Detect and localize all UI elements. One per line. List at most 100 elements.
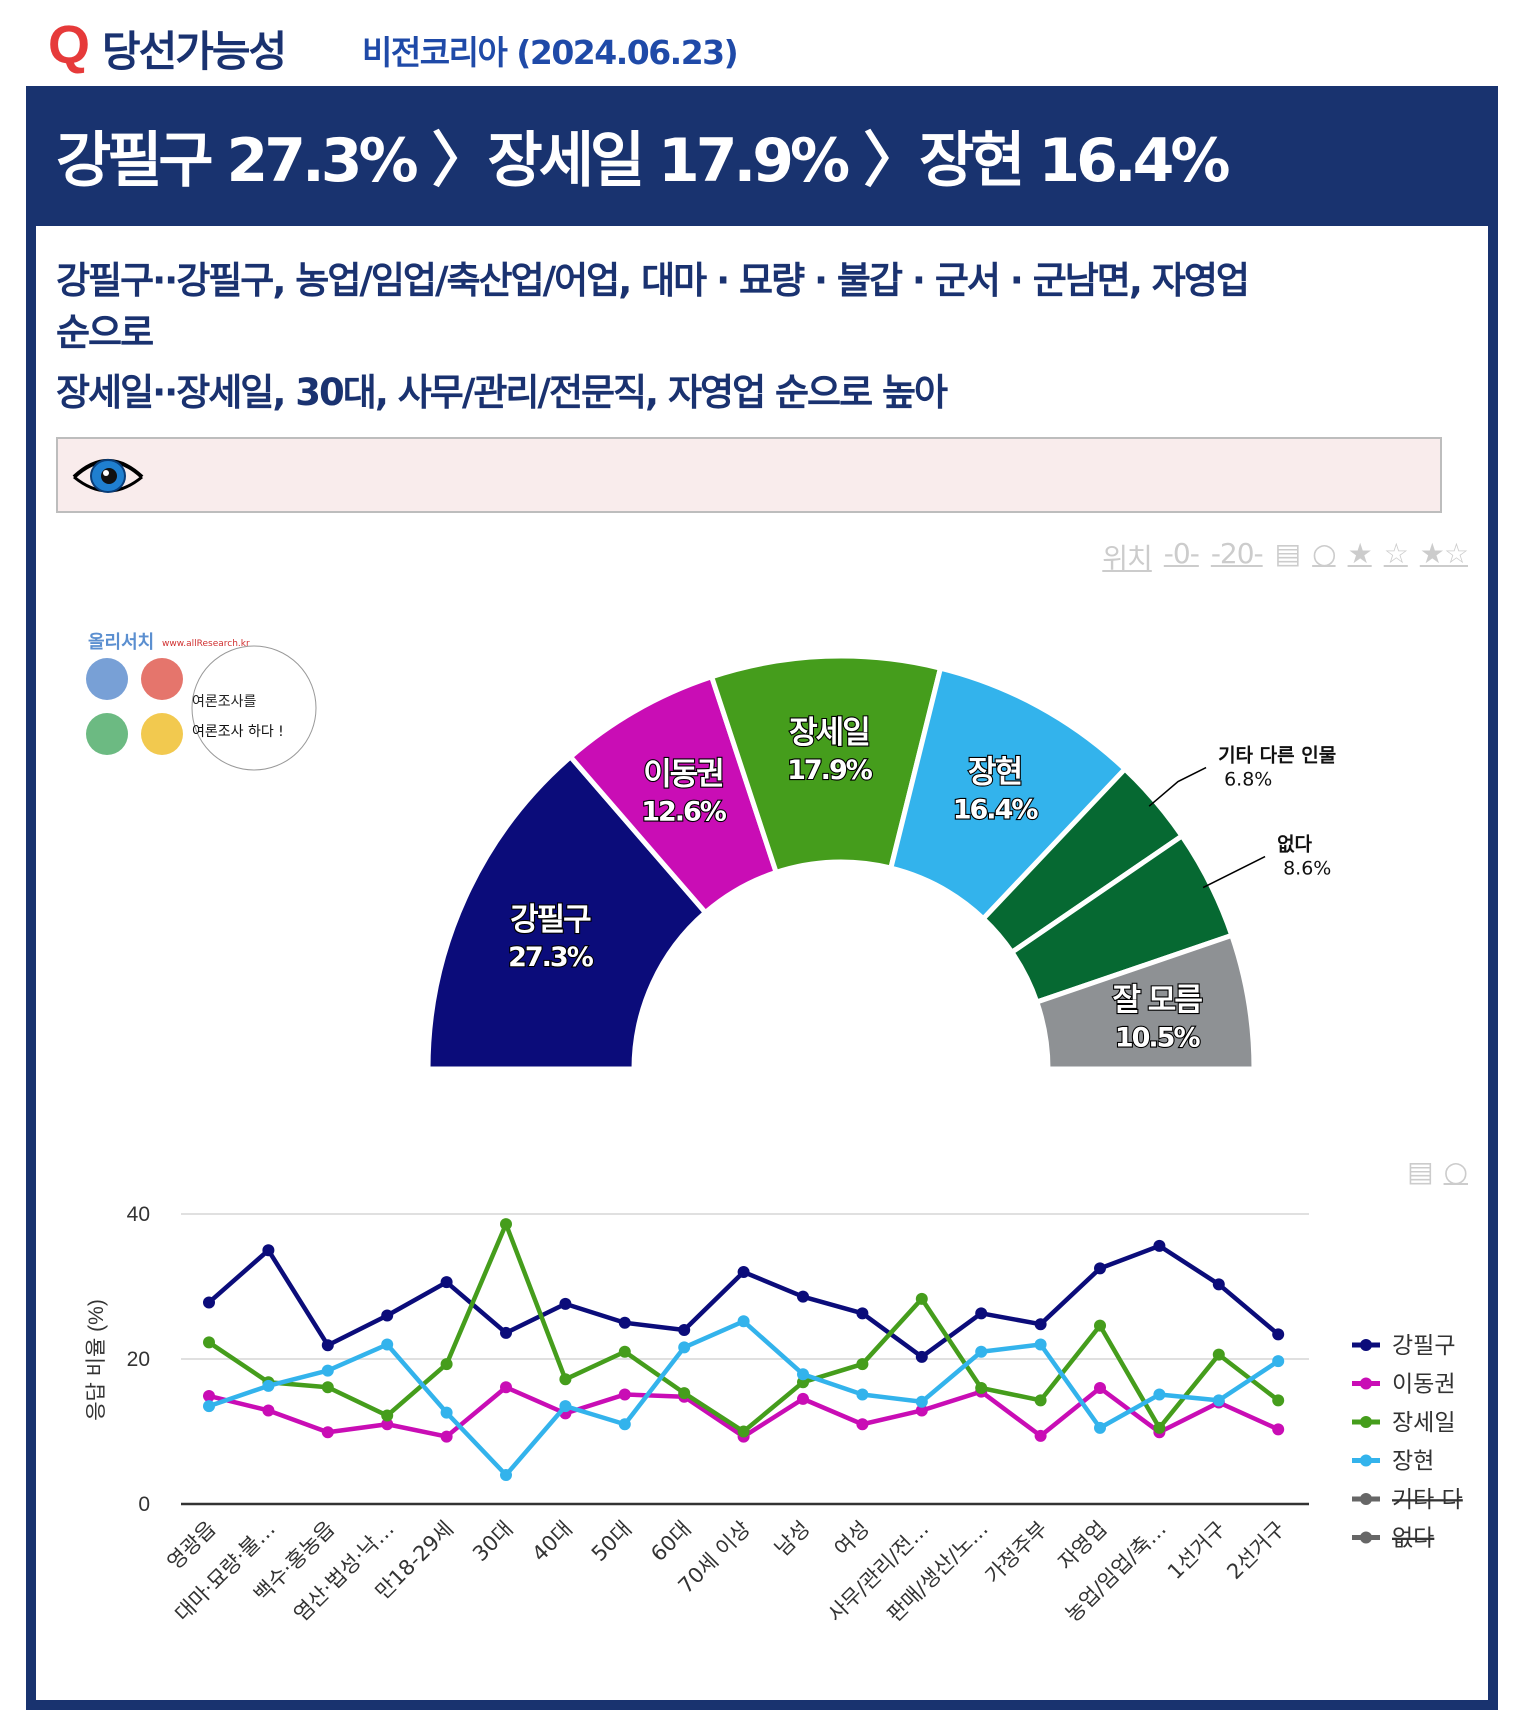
table-icon[interactable]: ▤ — [1274, 537, 1301, 570]
slice-value: 27.3% — [508, 942, 594, 973]
slice-label: 강필구 — [510, 902, 591, 938]
data-point[interactable] — [440, 1276, 453, 1289]
data-point[interactable] — [737, 1425, 750, 1438]
search-icon[interactable]: ○ — [1443, 1155, 1468, 1188]
data-point[interactable] — [856, 1307, 869, 1320]
legend-item-장세일[interactable]: 장세일 — [1352, 1410, 1455, 1436]
search-icon[interactable]: ○ — [1312, 537, 1336, 570]
data-point[interactable] — [262, 1404, 275, 1417]
data-point[interactable] — [1094, 1382, 1106, 1394]
data-point[interactable] — [618, 1418, 631, 1431]
y-axis-label: 응답 비율 (%) — [85, 1299, 108, 1421]
data-point[interactable] — [1272, 1423, 1285, 1436]
data-point[interactable] — [1034, 1338, 1047, 1351]
data-point[interactable] — [1212, 1278, 1225, 1291]
data-point[interactable] — [915, 1395, 928, 1408]
data-point[interactable] — [381, 1409, 394, 1422]
data-point[interactable] — [1094, 1262, 1106, 1275]
legend-item-장현[interactable]: 장현 — [1352, 1449, 1434, 1475]
legend-item-없다[interactable]: 없다 — [1352, 1526, 1434, 1552]
data-point[interactable] — [797, 1368, 809, 1381]
legend-marker — [1360, 1493, 1372, 1505]
data-point[interactable] — [203, 1296, 215, 1309]
data-point[interactable] — [1034, 1429, 1047, 1442]
data-point[interactable] — [975, 1382, 988, 1394]
data-point[interactable] — [321, 1364, 334, 1377]
data-point[interactable] — [737, 1315, 750, 1328]
legend-item-이동권[interactable]: 이동권 — [1352, 1372, 1455, 1398]
slice-잘 모름[interactable] — [1034, 932, 1257, 1072]
star-icon[interactable]: ★ — [1347, 537, 1373, 570]
data-point[interactable] — [1212, 1394, 1225, 1407]
data-point[interactable] — [618, 1388, 631, 1401]
data-point[interactable] — [1034, 1318, 1047, 1331]
data-point[interactable] — [618, 1345, 631, 1358]
data-point[interactable] — [203, 1336, 215, 1349]
data-point[interactable] — [559, 1297, 572, 1310]
data-point[interactable] — [559, 1400, 572, 1413]
x-tick-label: 남성 — [770, 1517, 814, 1561]
data-point[interactable] — [1153, 1421, 1166, 1434]
data-point[interactable] — [500, 1469, 512, 1481]
comment-box[interactable] — [56, 437, 1442, 513]
data-point[interactable] — [975, 1307, 988, 1320]
legend-marker — [1360, 1416, 1372, 1428]
logo-dot — [141, 658, 183, 700]
star-half-icon[interactable]: ★☆ — [1419, 537, 1469, 570]
leader-line — [1202, 855, 1266, 889]
data-point[interactable] — [737, 1266, 750, 1278]
data-point[interactable] — [856, 1388, 869, 1401]
star-outline-icon[interactable]: ☆ — [1383, 537, 1409, 570]
eye-icon[interactable] — [70, 449, 146, 501]
legend-marker — [1360, 1339, 1372, 1351]
data-point[interactable] — [915, 1350, 928, 1363]
data-point[interactable] — [500, 1381, 512, 1394]
table-icon[interactable]: ▤ — [1407, 1155, 1434, 1188]
legend-label: 강필구 — [1392, 1333, 1455, 1359]
data-point[interactable] — [1153, 1388, 1166, 1401]
data-point[interactable] — [1272, 1355, 1285, 1368]
data-point[interactable] — [975, 1345, 988, 1358]
data-point[interactable] — [203, 1389, 215, 1402]
data-point[interactable] — [440, 1430, 453, 1443]
data-point[interactable] — [915, 1292, 928, 1305]
data-point[interactable] — [381, 1418, 394, 1431]
data-point[interactable] — [1153, 1239, 1166, 1252]
data-point[interactable] — [678, 1341, 691, 1354]
data-point[interactable] — [321, 1339, 334, 1352]
data-point[interactable] — [1212, 1348, 1225, 1361]
data-point[interactable] — [440, 1358, 453, 1371]
data-point[interactable] — [1034, 1394, 1047, 1407]
data-point[interactable] — [321, 1426, 334, 1439]
data-point[interactable] — [500, 1218, 512, 1231]
data-point[interactable] — [262, 1244, 275, 1257]
data-point[interactable] — [381, 1309, 394, 1322]
slice-value: 12.6% — [641, 797, 727, 828]
x-tick-label: 영광읍 — [163, 1517, 221, 1575]
data-point[interactable] — [1272, 1394, 1285, 1407]
data-point[interactable] — [1094, 1421, 1106, 1434]
twenty-link[interactable]: -20- — [1210, 537, 1264, 570]
data-point[interactable] — [797, 1392, 809, 1405]
data-point[interactable] — [559, 1373, 572, 1386]
zero-link[interactable]: -0- — [1163, 537, 1200, 570]
data-point[interactable] — [678, 1324, 691, 1336]
data-point[interactable] — [203, 1400, 215, 1413]
data-point[interactable] — [321, 1381, 334, 1394]
allresearch-logo: 올리서치 www.allResearch.kr 여론조사를 여론조사 하다 ! — [80, 628, 320, 773]
data-point[interactable] — [797, 1290, 809, 1303]
data-point[interactable] — [618, 1316, 631, 1329]
legend-item-강필구[interactable]: 강필구 — [1352, 1333, 1455, 1359]
data-point[interactable] — [500, 1326, 512, 1339]
data-point[interactable] — [440, 1406, 453, 1419]
data-point[interactable] — [856, 1418, 869, 1431]
data-point[interactable] — [915, 1404, 928, 1417]
data-point[interactable] — [678, 1387, 691, 1400]
position-link[interactable]: 위치 — [1102, 542, 1153, 575]
data-point[interactable] — [856, 1358, 869, 1371]
data-point[interactable] — [1272, 1328, 1285, 1341]
data-point[interactable] — [262, 1379, 275, 1392]
data-point[interactable] — [381, 1338, 394, 1351]
data-point[interactable] — [1094, 1319, 1106, 1332]
legend-item-기타 다[interactable]: 기타 다 — [1352, 1487, 1463, 1513]
